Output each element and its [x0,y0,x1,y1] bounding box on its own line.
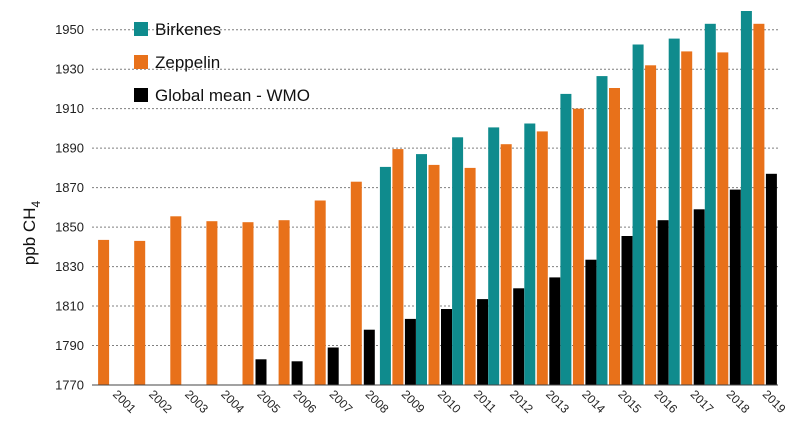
bar-birkenes-2013 [524,123,536,385]
y-tick-label: 1910 [55,101,84,116]
bar-global-mean-wmo-2009 [404,318,416,385]
bar-global-mean-wmo-2013 [549,277,561,385]
bar-zeppelin-2008 [350,181,362,385]
bar-birkenes-2010 [416,154,427,385]
bar-zeppelin-2001 [98,239,110,385]
y-tick-label: 1950 [55,22,84,37]
y-tick-label: 1770 [55,378,84,393]
y-axis-label-subscript: 4 [29,201,43,208]
legend: Birkenes Zeppelin Global mean - WMO [134,20,310,105]
bar-zeppelin-2017 [681,51,693,386]
y-axis-label-main: ppb CH [20,208,39,266]
legend-swatch [134,88,148,102]
legend-swatch [134,55,148,69]
x-tick-label: 2012 [507,387,536,416]
y-axis-label: ppb CH4 [20,201,43,266]
bar-zeppelin-2006 [278,220,290,385]
bar-zeppelin-2007 [314,200,326,385]
bar-global-mean-wmo-2019 [765,173,777,385]
legend-label: Birkenes [155,20,221,39]
x-tick-label: 2011 [471,387,499,415]
x-tick-label: 2007 [327,387,356,416]
bar-zeppelin-2016 [645,65,657,386]
bar-birkenes-2018 [704,23,716,386]
x-tick-label: 2018 [724,387,753,416]
y-tick-label: 1870 [55,180,84,195]
bar-global-mean-wmo-2006 [291,361,303,385]
bar-birkenes-2015 [596,76,608,385]
bar-zeppelin-2018 [717,52,729,386]
bar-zeppelin-2010 [428,164,440,385]
x-tick-label: 2003 [182,387,211,416]
x-tick-label: 2008 [363,387,392,416]
bar-global-mean-wmo-2008 [363,329,375,385]
bar-birkenes-2014 [560,93,572,386]
x-tick-label: 2006 [290,387,319,416]
x-tick-label: 2017 [688,387,717,416]
y-tick-label: 1810 [55,299,84,314]
bar-zeppelin-2002 [134,240,146,385]
legend-swatch [134,22,148,36]
bar-zeppelin-2009 [392,149,404,385]
x-tick-label: 2002 [146,387,175,416]
bar-global-mean-wmo-2011 [477,299,489,385]
bar-birkenes-2017 [668,38,680,385]
bar-global-mean-wmo-2015 [621,236,633,385]
y-tick-label: 1930 [55,62,84,77]
y-axis-ticks: 1770 1790 1810 1830 1850 1870 1890 1910 1930 1950 [55,22,84,392]
y-tick-label: 1790 [55,338,84,353]
x-tick-label: 2005 [254,387,283,416]
bar-zeppelin-2019 [753,23,765,386]
y-tick-label: 1830 [55,259,84,274]
bar-zeppelin-2013 [536,131,548,385]
bar-zeppelin-2015 [609,88,620,385]
x-tick-label: 2013 [543,387,572,416]
x-tick-label: 2001 [110,387,139,416]
bars [98,11,777,386]
y-tick-label: 1850 [55,220,84,235]
bar-zeppelin-2014 [572,108,584,385]
bar-global-mean-wmo-2014 [585,259,597,385]
y-tick-label: 1890 [55,141,84,156]
bar-global-mean-wmo-2016 [657,220,669,385]
x-tick-label: 2019 [760,387,789,416]
bar-global-mean-wmo-2005 [255,359,267,385]
bar-birkenes-2011 [452,137,464,385]
bar-global-mean-wmo-2007 [327,347,339,385]
bar-zeppelin-2004 [206,221,218,385]
bar-zeppelin-2003 [170,216,182,386]
bar-zeppelin-2012 [500,144,512,385]
x-tick-label: 2010 [435,387,464,416]
bar-zeppelin-2005 [242,222,254,385]
bar-birkenes-2019 [740,11,752,385]
bar-birkenes-2016 [632,44,644,385]
bar-global-mean-wmo-2018 [729,189,741,385]
x-tick-label: 2015 [615,387,644,416]
x-tick-label: 2009 [399,387,428,416]
bar-global-mean-wmo-2010 [441,309,452,385]
x-tick-label: 2016 [651,387,680,416]
legend-label: Global mean - WMO [155,86,310,105]
bar-birkenes-2009 [379,166,391,385]
bar-birkenes-2012 [488,127,500,386]
bar-zeppelin-2011 [464,167,476,385]
bar-global-mean-wmo-2017 [693,209,705,385]
legend-label: Zeppelin [155,53,220,72]
bar-global-mean-wmo-2012 [513,288,525,385]
x-tick-label: 2014 [579,387,608,416]
x-axis-ticks: 2001 2002 2003 2004 2005 2006 2007 2008 2009 2010… [110,387,789,416]
x-tick-label: 2004 [218,387,247,416]
